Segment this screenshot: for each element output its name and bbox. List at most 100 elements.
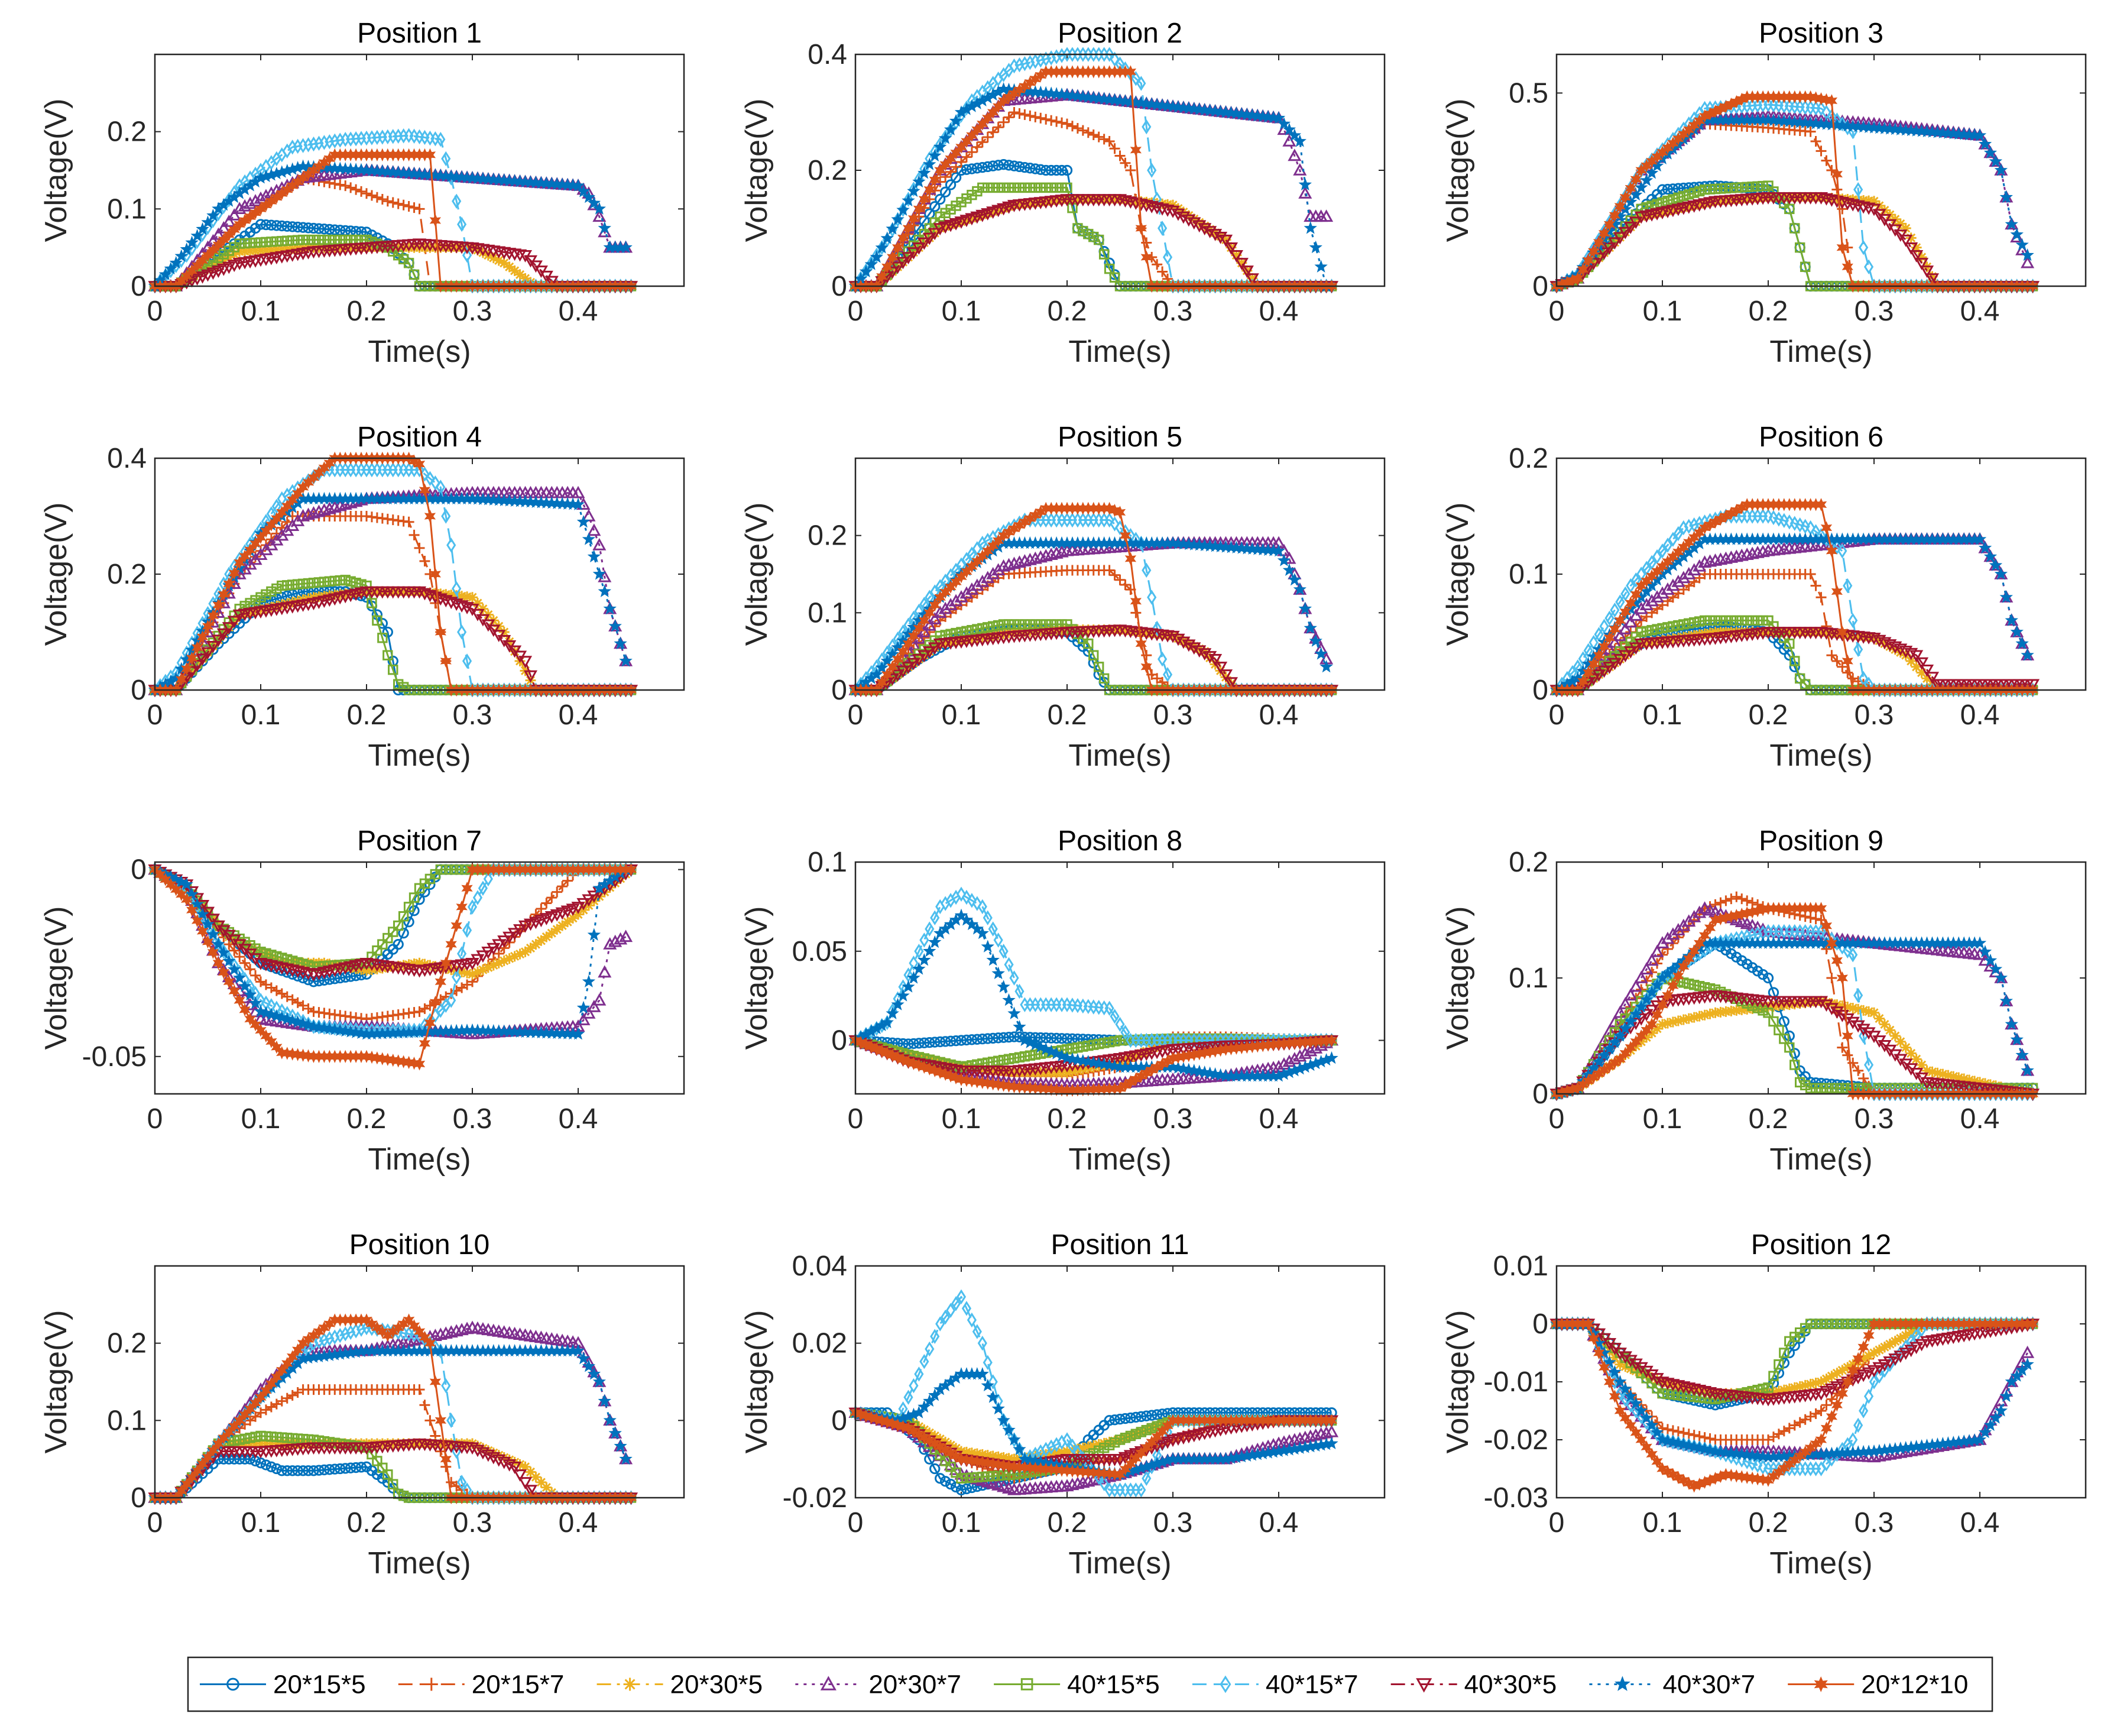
data-point bbox=[202, 620, 214, 633]
data-point bbox=[1800, 519, 1810, 534]
data-point bbox=[1094, 234, 1104, 245]
data-point bbox=[255, 219, 267, 230]
data-point bbox=[1763, 615, 1774, 626]
data-point bbox=[896, 633, 910, 647]
data-point bbox=[928, 642, 942, 655]
data-point bbox=[1779, 633, 1789, 643]
data-point bbox=[1162, 667, 1173, 682]
data-point bbox=[255, 237, 266, 248]
data-point bbox=[292, 235, 303, 245]
data-point bbox=[250, 595, 261, 605]
data-point bbox=[1869, 632, 1879, 643]
data-point bbox=[232, 202, 247, 215]
data-point bbox=[1030, 111, 1041, 122]
data-point bbox=[993, 122, 1004, 133]
data-point bbox=[1208, 654, 1223, 666]
data-point bbox=[1668, 621, 1678, 631]
data-point bbox=[908, 240, 919, 251]
data-point bbox=[1298, 601, 1312, 615]
data-point bbox=[297, 578, 309, 590]
data-point bbox=[998, 116, 1009, 128]
data-point bbox=[250, 605, 261, 617]
data-point bbox=[1736, 182, 1747, 193]
data-point bbox=[988, 621, 998, 631]
data-point bbox=[1061, 164, 1073, 176]
data-point bbox=[414, 542, 425, 553]
data-point bbox=[1758, 615, 1768, 626]
data-point bbox=[1158, 652, 1168, 667]
data-point bbox=[870, 668, 883, 681]
data-point bbox=[398, 199, 409, 210]
data-point bbox=[351, 578, 361, 588]
axes-box bbox=[854, 53, 1386, 287]
data-point bbox=[1687, 563, 1701, 576]
data-point bbox=[1810, 580, 1821, 591]
data-point bbox=[227, 260, 241, 273]
data-point bbox=[959, 586, 974, 599]
data-point bbox=[982, 132, 993, 142]
data-point bbox=[1657, 623, 1668, 634]
data-point bbox=[409, 529, 420, 540]
data-point bbox=[1800, 261, 1811, 273]
data-point bbox=[196, 271, 210, 284]
data-point bbox=[1130, 594, 1142, 608]
data-point bbox=[1652, 624, 1662, 634]
data-point bbox=[186, 651, 198, 665]
data-point bbox=[1293, 134, 1307, 147]
data-point bbox=[234, 238, 245, 249]
data-point bbox=[1157, 266, 1168, 277]
data-point bbox=[1904, 242, 1918, 255]
data-point bbox=[1805, 126, 1816, 137]
x-tick-label: 0.4 bbox=[559, 699, 598, 731]
data-point bbox=[504, 261, 515, 273]
data-point bbox=[1320, 660, 1333, 673]
data-point bbox=[403, 200, 414, 212]
data-point bbox=[190, 273, 205, 286]
data-point bbox=[950, 172, 962, 183]
data-point bbox=[190, 659, 205, 672]
data-point bbox=[1694, 186, 1705, 197]
data-point bbox=[1587, 673, 1601, 686]
data-point bbox=[239, 238, 250, 249]
data-point bbox=[1983, 145, 1998, 159]
data-point bbox=[398, 682, 409, 692]
data-point bbox=[1618, 622, 1632, 634]
data-point bbox=[1795, 242, 1805, 253]
data-point bbox=[1014, 108, 1025, 119]
data-point bbox=[928, 228, 942, 241]
data-point bbox=[181, 662, 193, 676]
data-point bbox=[1699, 184, 1710, 195]
data-point bbox=[409, 269, 420, 280]
data-point bbox=[1247, 273, 1258, 284]
data-point bbox=[292, 221, 303, 233]
data-point bbox=[361, 226, 372, 238]
data-point bbox=[403, 516, 414, 527]
data-point bbox=[1304, 621, 1317, 634]
data-point bbox=[297, 222, 309, 233]
data-point bbox=[1763, 180, 1774, 191]
data-point bbox=[1130, 143, 1142, 157]
data-point bbox=[1192, 220, 1207, 233]
data-point bbox=[1619, 190, 1631, 204]
y-axis-label: Voltage(V) bbox=[1441, 503, 1475, 646]
data-point bbox=[598, 221, 611, 234]
data-point bbox=[1667, 205, 1678, 216]
data-point bbox=[1630, 216, 1642, 228]
data-point bbox=[1277, 553, 1291, 566]
axes-box bbox=[154, 53, 685, 287]
data-point bbox=[1994, 163, 2008, 176]
data-point bbox=[1056, 182, 1067, 193]
data-point bbox=[1162, 250, 1173, 265]
data-point bbox=[918, 192, 930, 206]
data-point bbox=[424, 148, 436, 162]
data-point bbox=[1104, 512, 1114, 528]
data-point bbox=[1140, 660, 1152, 673]
data-point bbox=[245, 607, 256, 618]
data-point bbox=[1152, 620, 1162, 636]
data-point bbox=[271, 583, 282, 594]
data-point bbox=[1598, 226, 1610, 240]
data-point bbox=[1704, 615, 1716, 626]
x-tick-label: 0.2 bbox=[1048, 699, 1087, 731]
data-point bbox=[324, 576, 335, 587]
data-point bbox=[971, 163, 983, 174]
